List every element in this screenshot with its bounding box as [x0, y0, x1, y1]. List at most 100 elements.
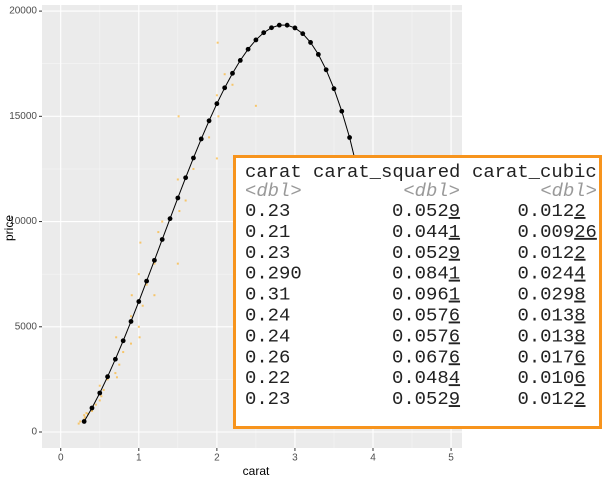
fit-point: [175, 195, 181, 201]
fit-point: [128, 319, 134, 324]
cell: 0.0298: [518, 284, 586, 306]
point: [94, 403, 97, 406]
fit-point: [230, 70, 235, 76]
cell: 0.0106: [518, 367, 586, 389]
cell: 0.0244: [518, 263, 586, 285]
point: [79, 420, 82, 423]
fit-point: [97, 390, 103, 396]
point: [223, 73, 226, 76]
point: [114, 372, 117, 375]
point: [217, 115, 220, 118]
cell: 0.0122: [518, 388, 586, 410]
cell: 0.0529: [392, 388, 460, 410]
cell: 0.23: [245, 200, 290, 222]
fit-point: [206, 118, 212, 124]
cell: 0.290: [245, 263, 302, 285]
point: [137, 273, 140, 276]
column-header: carat: [245, 161, 302, 183]
point: [176, 178, 179, 181]
y-axis-label: price: [2, 215, 16, 241]
point: [161, 220, 164, 223]
fit-point: [315, 52, 321, 57]
point: [184, 199, 187, 202]
x-tick-label: 0: [58, 453, 64, 464]
point: [118, 363, 121, 366]
point: [122, 351, 125, 354]
cell: 0.0441: [392, 221, 460, 243]
fit-point: [81, 419, 87, 424]
cell: 0.0138: [518, 305, 586, 327]
point: [115, 376, 118, 379]
cell: 0.0122: [518, 200, 586, 222]
cell: 0.23: [245, 388, 290, 410]
y-tick-label: 20000: [9, 6, 37, 17]
cell: 0.21: [245, 221, 290, 243]
point: [106, 378, 109, 381]
fit-point: [144, 278, 150, 284]
fit-point: [167, 216, 173, 222]
point: [129, 315, 132, 318]
fit-point: [308, 40, 313, 45]
fit-point: [222, 85, 228, 91]
fit-point: [136, 299, 142, 304]
point: [102, 388, 105, 391]
fit-point: [339, 108, 345, 114]
x-tick-label: 3: [292, 453, 298, 464]
cell: 0.0576: [392, 325, 460, 347]
fit-point: [89, 405, 95, 411]
x-tick-label: 4: [370, 453, 376, 464]
cell: 0.23: [245, 242, 290, 264]
fit-point: [183, 175, 189, 181]
point: [137, 325, 140, 328]
fit-point: [323, 67, 329, 73]
cell: 0.0176: [518, 346, 586, 368]
fit-point: [245, 46, 251, 52]
point: [129, 342, 132, 345]
cell: 0.31: [245, 284, 290, 306]
cell: 0.0529: [392, 242, 460, 264]
cell: 0.0138: [518, 325, 586, 347]
column-header: carat_cubic: [472, 161, 597, 183]
point: [145, 283, 148, 286]
y-tick-label: 15000: [9, 111, 37, 122]
cell: 0.26: [245, 346, 290, 368]
y-tick-label: 0: [31, 427, 37, 438]
point: [192, 167, 195, 170]
fit-point: [284, 22, 290, 28]
point: [153, 262, 156, 265]
cell: 0.0961: [392, 284, 460, 306]
cell: 0.0676: [392, 346, 460, 368]
fit-point: [331, 86, 337, 92]
cell: 0.0841: [392, 263, 460, 285]
point: [139, 241, 142, 244]
cell: 0.22: [245, 367, 290, 389]
x-tick-label: 2: [214, 453, 220, 464]
point: [141, 304, 144, 307]
column-type: <dbl>: [540, 180, 597, 202]
cell: 0.0576: [392, 305, 460, 327]
cell: 0.24: [245, 325, 290, 347]
point: [85, 412, 88, 415]
fit-point: [191, 155, 196, 161]
point: [83, 414, 86, 417]
table-box: [233, 155, 602, 429]
column-header: carat_squared: [313, 161, 460, 183]
point: [254, 104, 257, 107]
point: [98, 399, 101, 402]
point: [177, 115, 180, 118]
fit-point: [112, 356, 118, 362]
point: [208, 136, 211, 139]
point: [90, 409, 93, 412]
fit-point: [292, 25, 298, 31]
point: [83, 416, 86, 419]
x-tick-label: 1: [136, 453, 142, 464]
cell: 0.24: [245, 305, 290, 327]
x-tick-label: 5: [448, 453, 454, 464]
cell: 0.0484: [392, 367, 460, 389]
fit-point: [152, 257, 157, 263]
fit-point: [276, 22, 282, 28]
y-tick-label: 10000: [9, 216, 37, 227]
x-axis-label: carat: [243, 464, 270, 478]
point: [216, 41, 219, 44]
